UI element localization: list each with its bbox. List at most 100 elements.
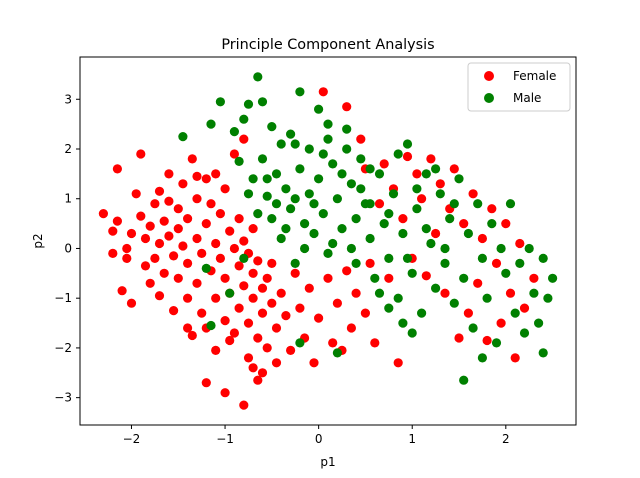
point-female-27 xyxy=(173,224,183,234)
point-female-133 xyxy=(496,318,506,328)
point-male-24 xyxy=(304,144,314,154)
point-female-53 xyxy=(220,316,230,326)
point-female-81 xyxy=(267,258,277,268)
legend-marker-female xyxy=(484,71,494,81)
point-male-87 xyxy=(239,253,249,263)
point-female-11 xyxy=(136,211,146,221)
point-female-77 xyxy=(257,308,268,318)
point-male-84 xyxy=(201,263,211,273)
point-male-68 xyxy=(491,338,502,348)
point-male-55 xyxy=(431,283,441,293)
point-male-94 xyxy=(309,199,319,209)
point-female-71 xyxy=(248,224,258,234)
point-male-0 xyxy=(178,132,188,142)
point-female-37 xyxy=(192,278,202,288)
point-female-98 xyxy=(342,102,352,112)
point-female-88 xyxy=(295,303,305,313)
point-female-100 xyxy=(346,323,356,333)
y-tick-label: 1 xyxy=(64,192,72,206)
point-male-8 xyxy=(253,72,263,82)
point-male-70 xyxy=(501,268,511,278)
point-female-63 xyxy=(239,400,249,410)
point-female-52 xyxy=(220,184,230,194)
point-female-80 xyxy=(267,298,277,308)
point-female-119 xyxy=(431,228,441,239)
y-axis-label: p2 xyxy=(31,233,45,248)
point-male-104 xyxy=(402,253,413,263)
point-female-3 xyxy=(112,216,122,226)
point-female-113 xyxy=(402,151,413,162)
y-tick-label: 0 xyxy=(64,241,72,255)
point-male-25 xyxy=(304,189,314,199)
point-female-24 xyxy=(169,251,179,261)
point-female-36 xyxy=(192,233,202,244)
point-male-77 xyxy=(534,318,544,328)
point-male-3 xyxy=(229,127,239,137)
point-female-23 xyxy=(164,231,174,241)
point-female-125 xyxy=(459,219,469,229)
point-female-66 xyxy=(239,134,249,144)
point-female-145 xyxy=(248,363,258,373)
point-female-9 xyxy=(131,189,141,199)
point-female-61 xyxy=(234,214,244,224)
point-male-22 xyxy=(295,87,305,97)
point-female-40 xyxy=(197,308,207,318)
point-male-82 xyxy=(477,353,487,363)
point-female-128 xyxy=(473,278,483,288)
point-male-118 xyxy=(407,328,417,338)
point-female-142 xyxy=(183,323,193,333)
point-female-140 xyxy=(154,186,165,196)
point-female-91 xyxy=(309,358,319,368)
point-male-51 xyxy=(412,204,422,214)
point-female-73 xyxy=(253,333,263,343)
point-male-101 xyxy=(374,288,385,298)
point-male-13 xyxy=(267,214,277,224)
point-male-74 xyxy=(519,328,530,338)
point-female-18 xyxy=(154,238,165,249)
point-male-29 xyxy=(318,209,328,219)
point-female-136 xyxy=(510,353,520,363)
point-female-75 xyxy=(257,283,268,293)
point-male-91 xyxy=(281,224,291,234)
point-female-85 xyxy=(281,311,291,321)
point-female-144 xyxy=(225,335,235,346)
point-female-131 xyxy=(487,204,497,214)
point-female-120 xyxy=(435,179,445,189)
point-male-80 xyxy=(548,273,558,283)
point-female-8 xyxy=(126,298,137,308)
point-female-17 xyxy=(150,199,160,209)
point-male-20 xyxy=(290,258,300,268)
point-male-93 xyxy=(300,243,310,254)
point-male-90 xyxy=(271,199,282,209)
y-tick-label: −3 xyxy=(54,391,72,405)
point-female-16 xyxy=(150,253,160,263)
y-tick-label: 2 xyxy=(64,142,72,156)
point-female-4 xyxy=(112,164,122,174)
point-male-92 xyxy=(290,194,300,204)
point-female-147 xyxy=(192,171,202,181)
point-female-59 xyxy=(229,328,239,338)
point-female-29 xyxy=(178,179,188,189)
point-female-105 xyxy=(365,258,375,268)
point-male-66 xyxy=(482,293,492,303)
point-male-119 xyxy=(384,303,394,313)
point-male-14 xyxy=(271,169,282,179)
point-female-137 xyxy=(515,238,525,249)
point-female-15 xyxy=(145,221,155,231)
point-male-52 xyxy=(417,308,427,318)
point-male-116 xyxy=(365,199,375,209)
point-female-95 xyxy=(328,338,338,348)
point-female-127 xyxy=(468,189,478,199)
point-female-31 xyxy=(183,258,193,268)
point-male-109 xyxy=(449,199,459,209)
point-female-35 xyxy=(187,330,197,341)
point-female-54 xyxy=(220,388,230,398)
x-tick-label: 0 xyxy=(315,432,323,446)
point-female-102 xyxy=(356,134,366,144)
point-male-30 xyxy=(323,134,333,144)
point-female-101 xyxy=(351,288,361,298)
point-female-116 xyxy=(417,194,427,204)
point-male-86 xyxy=(225,288,235,298)
point-male-10 xyxy=(257,154,268,164)
point-male-100 xyxy=(365,164,375,174)
